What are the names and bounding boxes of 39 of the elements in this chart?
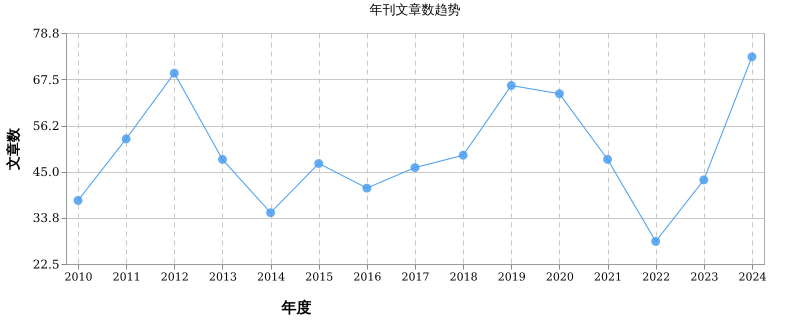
point (314, 159, 324, 168)
point (266, 208, 276, 218)
x-tick-label: 2017 (402, 270, 430, 284)
x-tick-label: 2023 (690, 270, 718, 284)
x-tick-label: 2018 (450, 270, 478, 284)
y-tick-label: 45.0 (32, 165, 60, 180)
y-tick-label: 56.2 (32, 119, 60, 134)
y-tick-label: 33.8 (32, 211, 60, 226)
y-tick-label: 78.8 (32, 26, 60, 40)
y-tick-label: 22.5 (32, 258, 60, 272)
x-tick-label: 2012 (160, 270, 189, 284)
x-tick-label: 2011 (112, 270, 141, 284)
point (218, 154, 227, 164)
x-tick-label: 2022 (642, 270, 670, 284)
point (603, 154, 612, 164)
x-tick-label: 2019 (498, 270, 526, 284)
point (458, 150, 468, 160)
chart-title: 年刊文章数趋势 (370, 3, 460, 18)
point (122, 134, 131, 144)
y-tick-label: 67.5 (32, 72, 60, 87)
x-tick-label: 2010 (64, 270, 93, 284)
point (170, 68, 179, 78)
point (506, 81, 516, 90)
point (362, 184, 372, 193)
x-tick-label: 2016 (353, 270, 382, 284)
point (747, 52, 756, 62)
x-tick-label: 2024 (738, 270, 766, 284)
x-axis-title: 年度 (280, 298, 312, 316)
point (74, 196, 83, 205)
x-tick-label: 2021 (594, 270, 622, 284)
point (699, 175, 708, 184)
x-tick-label: 2014 (257, 270, 286, 284)
x-tick-label: 2013 (208, 270, 237, 284)
point (410, 163, 420, 172)
x-tick-label: 2020 (546, 270, 574, 284)
y-axis-title: 文章数 (4, 127, 22, 171)
point (651, 236, 660, 246)
x-tick-label: 2015 (305, 270, 334, 284)
point (554, 89, 564, 98)
